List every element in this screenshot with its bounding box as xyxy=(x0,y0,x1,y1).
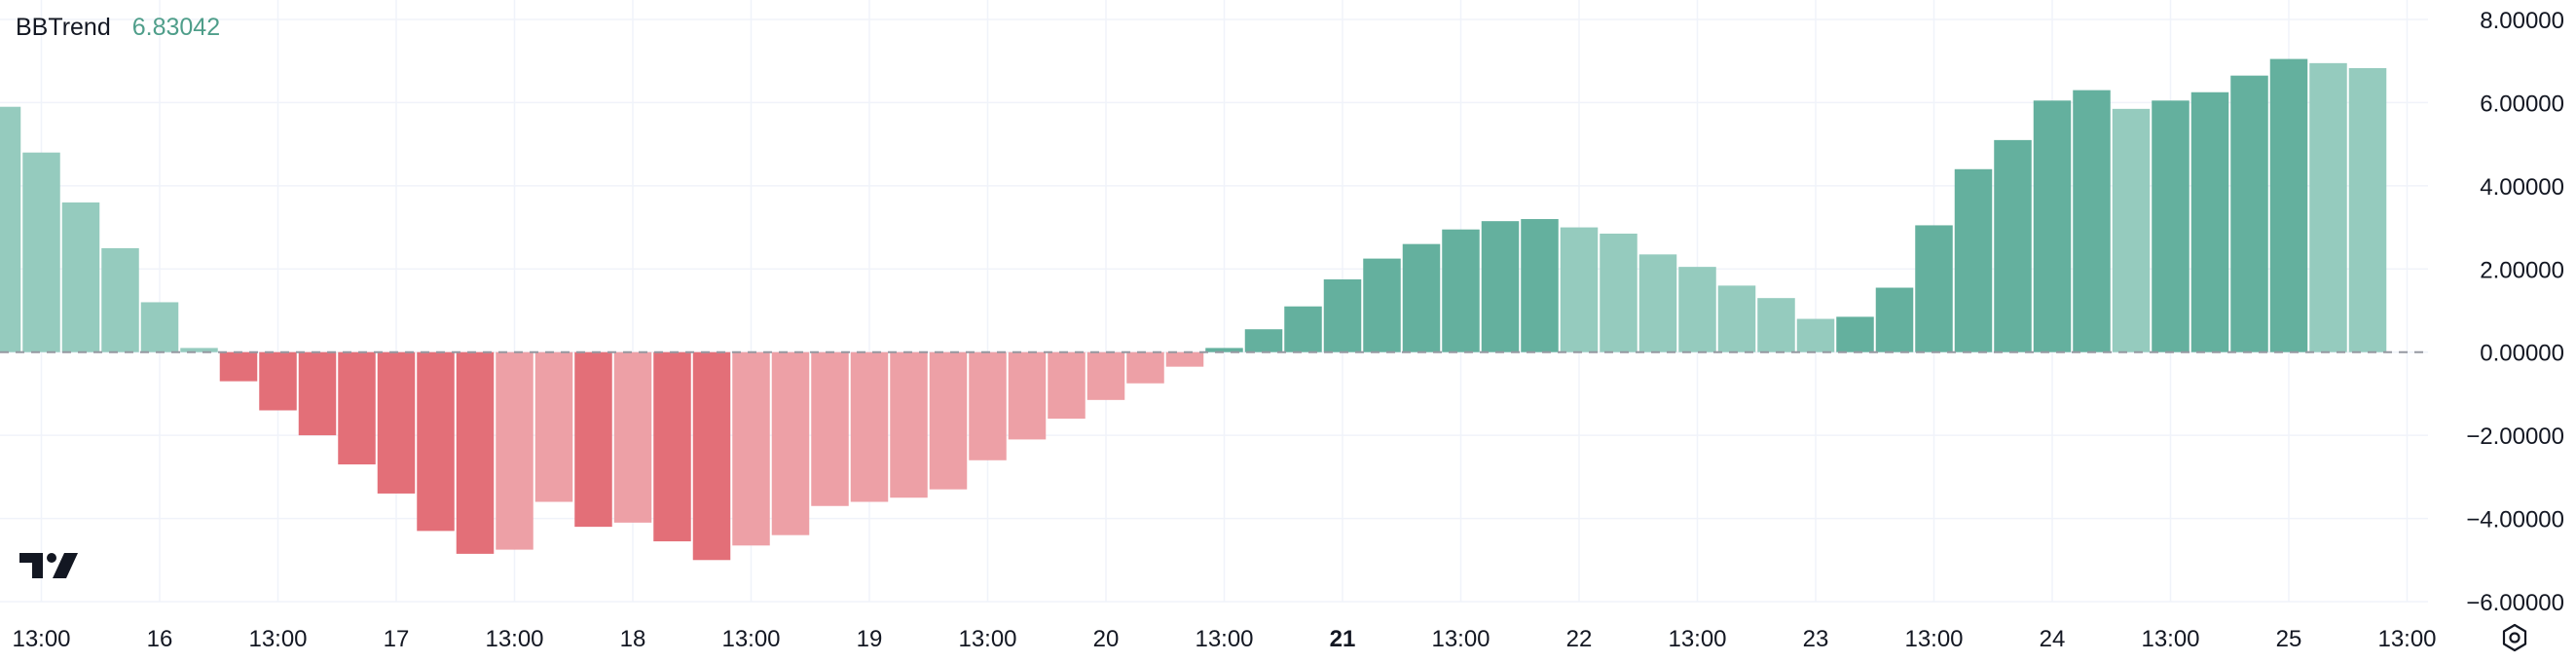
x-tick-label: 18 xyxy=(620,626,646,652)
histogram-bar xyxy=(1678,267,1716,352)
histogram-bar xyxy=(1994,139,2032,352)
histogram-bar xyxy=(2230,75,2268,352)
x-tick-label: 13:00 xyxy=(721,626,780,652)
histogram-bar xyxy=(140,302,179,352)
x-tick-label: 13:00 xyxy=(248,626,307,652)
histogram-bar xyxy=(61,202,100,352)
histogram-bar xyxy=(1008,351,1047,440)
histogram-bar xyxy=(298,351,337,436)
histogram-bar xyxy=(1796,318,1835,352)
x-tick-label: 21 xyxy=(1330,626,1356,652)
x-tick-label: 13:00 xyxy=(1431,626,1490,652)
indicator-value: 6.83042 xyxy=(131,14,221,41)
x-tick-label: 20 xyxy=(1093,626,1120,652)
indicator-name: BBTrend xyxy=(16,14,111,41)
histogram-bar xyxy=(2112,108,2151,352)
histogram-bar xyxy=(1442,229,1480,352)
price-scale[interactable]: 8.00000 6.00000 4.00000 2.00000 0.00000 −2.00… xyxy=(2466,8,2564,616)
histogram-bar xyxy=(259,351,297,411)
x-tick-label: 25 xyxy=(2276,626,2302,652)
y-tick-label: 2.00000 xyxy=(2480,257,2564,283)
histogram-bar xyxy=(1954,168,1993,352)
histogram-bar xyxy=(1915,225,1953,352)
histogram-bar xyxy=(2309,62,2347,352)
histogram-bar xyxy=(2269,58,2308,352)
histogram-bar xyxy=(1638,254,1677,352)
x-tick-label: 24 xyxy=(2040,626,2066,652)
histogram-bar xyxy=(1560,227,1599,352)
histogram-bar xyxy=(456,351,495,554)
x-tick-label: 13:00 xyxy=(485,626,543,652)
y-tick-label: −4.00000 xyxy=(2466,507,2564,533)
histogram-bar xyxy=(1126,351,1164,384)
y-tick-label: −2.00000 xyxy=(2466,423,2564,450)
histogram-bar xyxy=(1600,233,1638,352)
x-tick-label: 13:00 xyxy=(1668,626,1726,652)
histogram-bar xyxy=(338,351,376,465)
tradingview-logo-icon[interactable] xyxy=(19,551,82,587)
x-tick-label: 19 xyxy=(857,626,883,652)
x-tick-label: 13:00 xyxy=(958,626,1016,652)
histogram-bar xyxy=(1521,219,1559,352)
x-tick-label: 13:00 xyxy=(12,626,70,652)
histogram-bar xyxy=(1363,258,1401,352)
histogram-bars xyxy=(0,58,2387,561)
histogram-bar xyxy=(1402,243,1441,352)
time-scale[interactable]: 13:00 16 13:00 17 13:00 18 13:00 19 13:00 20 13:00… xyxy=(12,626,2436,652)
x-tick-label: 13:00 xyxy=(2141,626,2199,652)
histogram-bar xyxy=(1323,278,1362,352)
histogram-bar xyxy=(1875,287,1914,352)
histogram-bar xyxy=(2348,67,2387,352)
histogram-bar xyxy=(534,351,573,502)
histogram-bar xyxy=(890,351,928,498)
settings-gear-icon[interactable] xyxy=(2500,623,2529,652)
histogram-bar xyxy=(1086,351,1125,400)
histogram-bar xyxy=(613,351,652,523)
histogram-bar xyxy=(417,351,455,532)
x-tick-label: 13:00 xyxy=(1195,626,1253,652)
histogram-bar xyxy=(219,351,258,382)
histogram-bar xyxy=(692,351,731,561)
histogram-bar xyxy=(653,351,691,542)
histogram-bar xyxy=(771,351,810,535)
histogram-bar xyxy=(574,351,612,528)
histogram-bar xyxy=(22,152,60,352)
histogram-bar xyxy=(850,351,889,502)
histogram-bar xyxy=(0,106,21,352)
histogram-bar xyxy=(732,351,770,546)
histogram-bar xyxy=(180,348,218,352)
histogram-bar xyxy=(1836,316,1874,352)
histogram-bar xyxy=(1757,298,1795,352)
x-tick-label: 17 xyxy=(384,626,410,652)
x-tick-label: 23 xyxy=(1803,626,1829,652)
y-tick-label: 8.00000 xyxy=(2480,8,2564,34)
y-tick-label: 4.00000 xyxy=(2480,174,2564,201)
histogram-bar xyxy=(2152,100,2190,352)
histogram-bar xyxy=(1048,351,1086,420)
x-tick-label: 22 xyxy=(1566,626,1593,652)
histogram-bar xyxy=(969,351,1007,460)
x-tick-label: 13:00 xyxy=(1904,626,1963,652)
y-tick-label: −6.00000 xyxy=(2466,590,2564,616)
histogram-bar xyxy=(2033,100,2072,352)
histogram-bar xyxy=(377,351,416,494)
histogram-bar xyxy=(2073,90,2111,352)
histogram-bar xyxy=(811,351,849,506)
histogram-bar xyxy=(101,247,139,352)
y-tick-label: 6.00000 xyxy=(2480,91,2564,117)
histogram-bar xyxy=(2190,92,2229,352)
histogram-bar xyxy=(1165,351,1204,367)
histogram-bar xyxy=(1481,221,1520,352)
histogram-bar xyxy=(1244,329,1283,352)
histogram-bar xyxy=(1205,348,1243,352)
x-tick-label: 13:00 xyxy=(2377,626,2436,652)
histogram-bar xyxy=(1717,285,1756,352)
histogram-bar xyxy=(496,351,534,550)
histogram-bar xyxy=(1284,306,1322,352)
x-tick-label: 16 xyxy=(147,626,173,652)
indicator-legend[interactable]: BBTrend 6.83042 xyxy=(16,14,220,42)
y-tick-label: 0.00000 xyxy=(2480,341,2564,367)
histogram-bar xyxy=(929,351,968,490)
